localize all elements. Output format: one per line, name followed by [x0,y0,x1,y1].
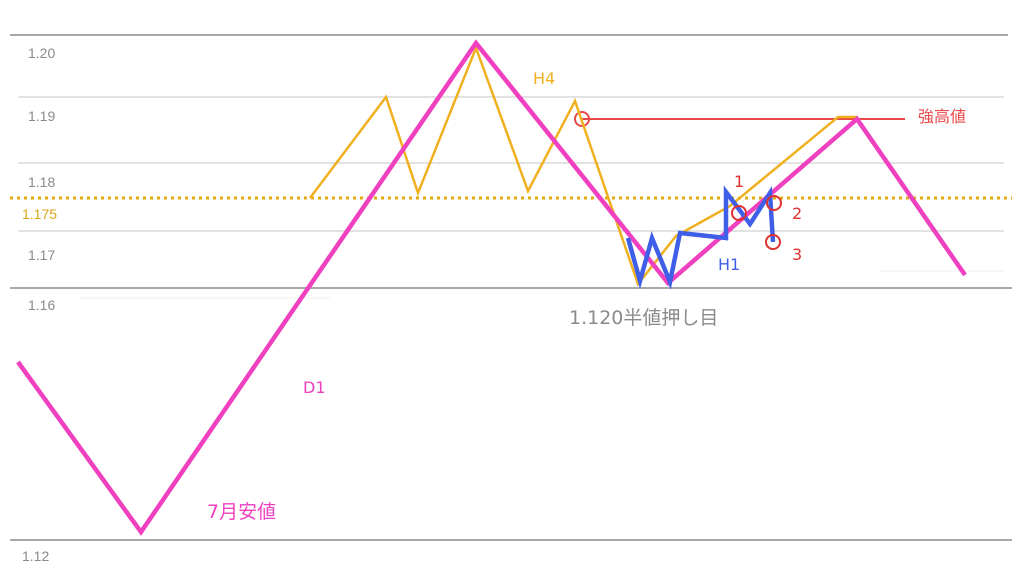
d1-price-path [16,39,967,536]
marker-circle-2 [766,195,782,211]
h1-label: H1 [718,255,740,274]
level-label-118: 1.18 [28,174,55,190]
h1-price-path [625,185,776,290]
marker-label-3: 3 [792,245,802,264]
july-low-label: 7月安値 [207,501,276,523]
level-label-1175: 1.175 [22,206,57,222]
level-label-112: 1.12 [22,548,49,564]
strong-high-label: 強高値 [918,107,966,126]
level-label-120: 1.20 [28,45,55,61]
marker-label-1: 1 [734,172,744,191]
level-label-119: 1.19 [28,108,55,124]
level-label-116: 1.16 [28,297,55,313]
h4-price-path [309,44,857,287]
h4-label: H4 [533,69,555,88]
strong-high-marker [574,111,590,127]
marker-circle-1 [731,205,747,221]
half-pullback-label: 1.120半値押し目 [569,307,718,329]
marker-label-2: 2 [792,204,802,223]
marker-circle-3 [765,234,781,250]
level-label-117: 1.17 [28,247,55,263]
d1-label: D1 [303,378,326,397]
